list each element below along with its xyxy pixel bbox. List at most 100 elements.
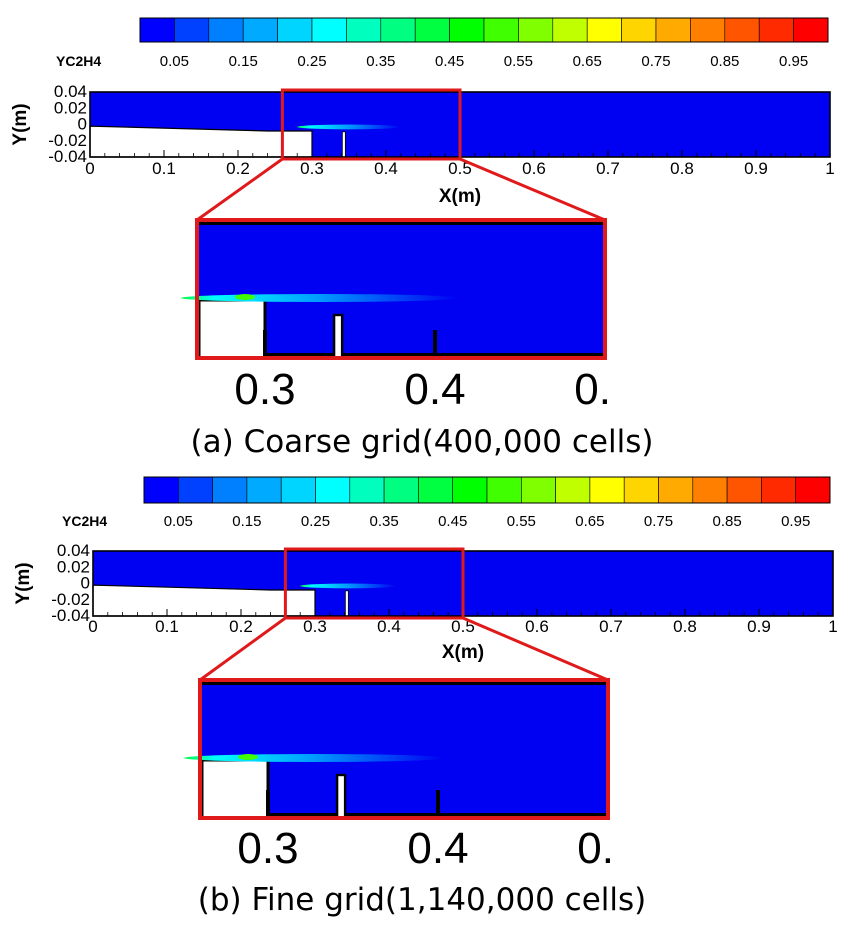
colorbar-variable-name: YC2H4 [56, 53, 101, 69]
x-tick-label: 0.2 [229, 617, 253, 636]
panel-caption: (a) Coarse grid(400,000 cells) [191, 424, 654, 460]
colorbar-segment [174, 17, 210, 43]
zoom-top-wall [197, 220, 605, 225]
colorbar-segment [414, 17, 450, 43]
colorbar-segment [246, 476, 282, 504]
colorbar-segment [621, 17, 657, 43]
x-tick-label: 0.5 [451, 617, 475, 636]
colorbar-tick-label: 0.55 [504, 53, 533, 70]
colorbar-segment [212, 476, 248, 504]
x-axis-label: X(m) [439, 186, 481, 207]
colorbar-segment [418, 476, 453, 504]
y-tick-label: 0.04 [57, 541, 90, 560]
zoom-tick-mark [433, 330, 437, 356]
colorbar-frame [139, 17, 829, 43]
x-tick-label: 0.5 [448, 159, 472, 178]
zoom-tick-mark [436, 790, 440, 816]
zoom-frame [198, 678, 610, 820]
panel-caption: (b) Fine grid(1,140,000 cells) [198, 882, 647, 918]
colorbar-tick-label: 0.55 [507, 513, 536, 530]
colorbar-tick-label: 0.35 [366, 53, 395, 70]
colorbar-tick-label: 0.65 [573, 53, 602, 70]
colorbar-tick-label: 0.15 [232, 513, 261, 530]
colorbar-segment [486, 476, 522, 504]
colorbar-segment [555, 476, 591, 504]
colorbar-segment [724, 17, 760, 43]
colorbar-segment [793, 17, 829, 43]
zoom-plume-core [238, 754, 258, 760]
zoom-plume-core [235, 294, 255, 300]
zoom-top-wall [200, 680, 608, 685]
ramp-body [92, 584, 316, 617]
colorbar-tick-label: 0.05 [164, 513, 193, 530]
zoom-tick-label: 0.3 [234, 365, 295, 414]
zoom-ramp-body [197, 298, 267, 360]
y-tick-label: -0.04 [51, 606, 90, 625]
x-tick-label: 0.9 [744, 159, 768, 178]
colorbar-segment [655, 17, 691, 43]
colorbar-tick-label: 0.15 [229, 53, 258, 70]
colorbar-segment [552, 17, 588, 43]
colorbar-tick-label: 0.25 [297, 53, 326, 70]
x-tick-label: 1 [828, 617, 837, 636]
zoom-tick-label: 0.4 [407, 824, 468, 873]
colorbar-segment [280, 476, 316, 504]
injector-post [341, 131, 346, 158]
x-tick-label: 0.1 [152, 159, 176, 178]
colorbar-segment [483, 17, 519, 43]
x-tick-label: 0.6 [522, 159, 546, 178]
colorbar-segment [139, 17, 175, 43]
x-tick-label: 0.3 [303, 617, 327, 636]
x-tick-label: 0.8 [670, 159, 694, 178]
colorbar-segment [277, 17, 313, 43]
zoom-tick-mark [266, 790, 270, 816]
colorbar-segment [658, 476, 694, 504]
x-tick-label: 0.4 [374, 159, 398, 178]
zoom-connector-left [199, 616, 287, 682]
colorbar-segment [452, 476, 488, 504]
x-tick-label: 0.7 [596, 159, 620, 178]
zoom-fuel-plume [181, 294, 459, 302]
zoom-frame [195, 218, 607, 360]
colorbar-segment [349, 476, 385, 504]
colorbar-tick-label: 0.35 [369, 513, 398, 530]
zoom-tick-label: 0.3 [237, 824, 298, 873]
y-tick-label: 0.04 [54, 82, 87, 101]
colorbar-tick-label: 0.95 [779, 53, 808, 70]
zoom-connector-right [462, 616, 609, 682]
colorbar-tick-label: 0.95 [781, 513, 810, 530]
zoom-source-box [280, 88, 462, 161]
colorbar-segment [315, 476, 351, 504]
y-tick-label: -0.04 [48, 147, 87, 166]
zoom-tick-mark [263, 330, 267, 356]
zoom-injector-post [332, 313, 344, 360]
injector-post [344, 590, 349, 617]
colorbar-segment [449, 17, 485, 43]
colorbar-segment [589, 476, 625, 504]
y-axis-label: Y(m) [13, 562, 34, 604]
colorbar-tick-label: 0.75 [641, 53, 670, 70]
x-tick-label: 0.9 [747, 617, 771, 636]
x-tick-label: 0.4 [377, 617, 401, 636]
x-tick-label: 0.3 [300, 159, 324, 178]
colorbar-segment [242, 17, 278, 43]
zoom-bottom-wall [200, 813, 608, 818]
colorbar-segment [178, 476, 213, 504]
colorbar-segment [383, 476, 419, 504]
y-tick-label: 0.02 [54, 98, 87, 117]
y-tick-label: -0.02 [48, 131, 87, 150]
colorbar-segment [518, 17, 554, 43]
zoom-source-box [283, 547, 465, 620]
colorbar-segment [311, 17, 347, 43]
y-tick-label: 0 [81, 574, 90, 593]
ramp-body [89, 125, 313, 158]
colorbar-tick-label: 0.45 [438, 513, 467, 530]
y-axis-label: Y(m) [10, 103, 31, 145]
x-tick-label: 1 [825, 159, 834, 178]
zoom-bottom-wall [197, 353, 605, 358]
colorbar-segment [692, 476, 728, 504]
zoom-tick-label: 0. [577, 824, 614, 873]
colorbar-variable-name: YC2H4 [62, 513, 107, 529]
colorbar-tick-label: 0.65 [575, 513, 604, 530]
